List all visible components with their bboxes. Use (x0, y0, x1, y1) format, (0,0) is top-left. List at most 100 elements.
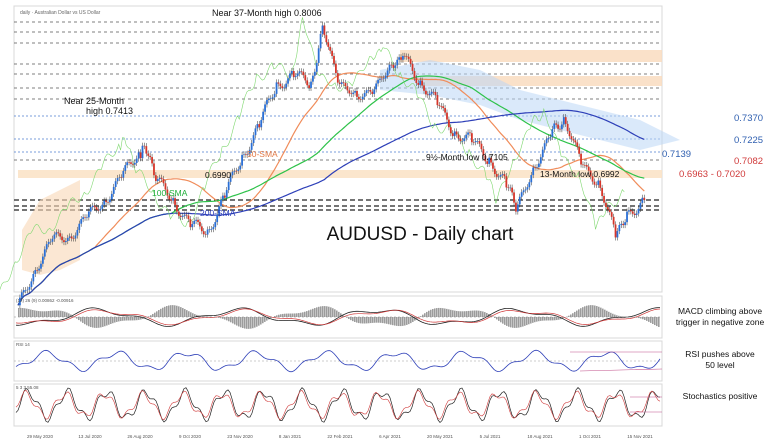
candle (176, 204, 178, 212)
candle (243, 154, 245, 155)
candle (509, 187, 512, 189)
candle (490, 157, 492, 163)
candle (524, 189, 527, 191)
macd-histogram-bar (160, 308, 162, 317)
candle (333, 55, 335, 64)
candle (348, 90, 351, 94)
candle (296, 73, 299, 77)
macd-histogram-bar (650, 317, 652, 323)
macd-histogram-bar (302, 312, 304, 317)
macd-line (15, 307, 660, 327)
candle (302, 71, 305, 76)
candle (618, 224, 621, 232)
macd-histogram-bar (522, 317, 524, 327)
macd-histogram-bar (148, 316, 150, 317)
macd-histogram-bar (40, 311, 42, 317)
candle (47, 241, 50, 245)
candle (384, 75, 387, 79)
candle (587, 166, 590, 171)
candle (34, 270, 37, 274)
candle (154, 175, 157, 181)
candle (559, 128, 561, 130)
macd-histogram-bar (452, 310, 454, 317)
macd-histogram-bar (292, 313, 294, 317)
candle (451, 133, 454, 137)
candle (166, 189, 169, 196)
macd-histogram-bar (194, 314, 196, 317)
macd-histogram-bar (260, 317, 262, 325)
macd-histogram-bar (584, 306, 586, 317)
annotation-25m-line2: high 0.7413 (86, 106, 133, 116)
macd-histogram-bar (168, 305, 170, 317)
macd-histogram-bar (174, 305, 176, 317)
macd-signal-line (15, 308, 661, 326)
candle (267, 98, 270, 101)
candle (421, 80, 423, 86)
label-200sma: 200-SMA (200, 208, 236, 218)
macd-histogram-bar (288, 313, 290, 317)
macd-histogram-bar (24, 308, 26, 317)
macd-histogram-bar (606, 310, 608, 317)
candle (51, 238, 54, 242)
macd-histogram-bar (224, 317, 226, 320)
candle (183, 214, 186, 216)
candle (24, 290, 27, 291)
right-label-0.7225: 0.7225 (734, 135, 763, 146)
candle (218, 206, 220, 215)
candle (260, 120, 263, 128)
stoch-annotation: Stochastics positive (683, 391, 758, 401)
candle (87, 211, 90, 218)
macd-histogram-bar (420, 316, 422, 317)
rsi-annotation-line1: RSI pushes above (685, 349, 755, 359)
stoch-k-line (15, 386, 661, 424)
candle (32, 273, 35, 282)
macd-histogram-bar (232, 317, 234, 324)
macd-histogram-bar (276, 315, 278, 317)
candle (132, 163, 134, 165)
candle (407, 56, 410, 59)
candle (629, 210, 632, 212)
macd-histogram-bar (312, 308, 314, 317)
macd-histogram-bar (78, 317, 80, 321)
candle (561, 124, 563, 130)
candle (287, 78, 289, 84)
zone-0.79 (420, 76, 662, 86)
macd-histogram-bar (400, 317, 402, 327)
macd-histogram-bar (58, 310, 60, 317)
macd-histogram-bar (350, 317, 352, 321)
macd-histogram-bar (446, 308, 448, 317)
candle (480, 143, 483, 150)
candle (641, 197, 644, 203)
candle (250, 143, 253, 150)
candle (425, 90, 427, 95)
candle (97, 209, 100, 211)
candle (595, 184, 598, 186)
macd-histogram-bar (510, 317, 512, 328)
macd-histogram-bar (602, 308, 604, 317)
macd-histogram-bar (474, 310, 476, 317)
lagging-span-line (0, 17, 625, 291)
macd-histogram-bar (88, 317, 90, 327)
macd-histogram-bar (608, 311, 610, 317)
macd-histogram-bar (278, 314, 280, 317)
macd-histogram-bar (482, 311, 484, 317)
candle (564, 117, 567, 124)
candle (214, 222, 217, 228)
x-tick-label: 20 May 2021 (427, 434, 454, 439)
macd-histogram-bar (422, 314, 424, 317)
candle (461, 141, 464, 142)
candle (622, 223, 625, 226)
macd-histogram-bar (258, 317, 260, 326)
macd-histogram-bar (240, 317, 242, 328)
candle (95, 207, 98, 210)
candle (273, 93, 276, 98)
macd-histogram-bar (126, 317, 128, 321)
macd-histogram-bar (228, 317, 230, 322)
candle (153, 163, 155, 176)
candle (181, 215, 184, 217)
candle (637, 208, 640, 214)
rsi-annotation-line2: 50 level (705, 360, 734, 370)
main-pane (13, 5, 663, 293)
macd-histogram-bar (554, 317, 556, 321)
candle (631, 211, 634, 214)
